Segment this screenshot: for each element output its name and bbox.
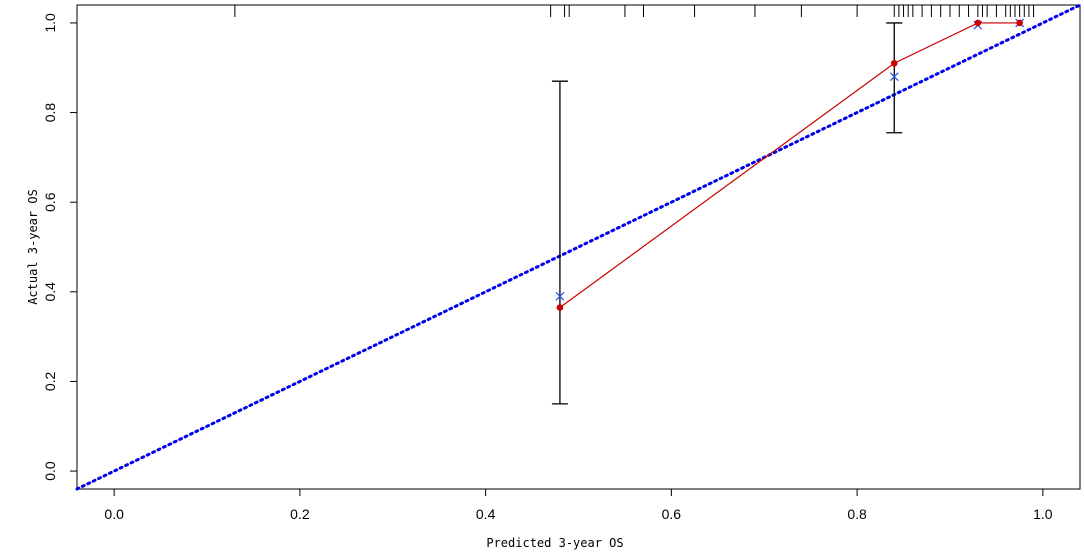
observed-line	[559, 22, 1020, 308]
observed-point	[890, 59, 898, 67]
corrected-point	[555, 291, 565, 301]
observed-point	[1016, 19, 1023, 27]
plot-frame	[76, 4, 1081, 490]
ideal-line	[75, 3, 1082, 491]
observed-point	[556, 304, 564, 311]
observed-points-group	[556, 19, 1023, 311]
y-tick-label: 1.0	[42, 13, 58, 33]
error-bar-group	[551, 22, 903, 405]
observed-line-group	[559, 22, 1020, 308]
y-tick-label: 0.4	[42, 282, 58, 302]
corrected-point	[889, 72, 899, 82]
y-tick-label: 0.6	[42, 192, 58, 212]
corrected-point-stroke	[889, 72, 899, 82]
x-axis-title: Predicted 3-year OS	[486, 536, 623, 550]
corrected-points-group	[555, 18, 1025, 301]
ideal-line-group	[75, 3, 1082, 491]
observed-point	[974, 19, 982, 27]
x-tick-label: 0.2	[290, 506, 310, 522]
x-tick-label: 0.6	[662, 506, 682, 522]
x-tick-label: 0.4	[476, 506, 496, 522]
rug-marks	[234, 5, 1035, 17]
x-tick-label: 1.0	[1033, 506, 1053, 522]
y-axis-title: Actual 3-year OS	[26, 189, 40, 305]
y-axis: 0.0 0.2 0.4 0.6 0.8 1.0	[42, 13, 77, 481]
y-tick-label: 0.0	[42, 461, 58, 481]
corrected-point-stroke	[555, 291, 565, 301]
x-tick-label: 0.8	[847, 506, 867, 522]
y-tick-label: 0.8	[42, 103, 58, 123]
y-tick-label: 0.2	[42, 372, 58, 392]
x-tick-label: 0.0	[104, 506, 124, 522]
x-axis: 0.0 0.2 0.4 0.6 0.8 1.0	[104, 489, 1053, 522]
